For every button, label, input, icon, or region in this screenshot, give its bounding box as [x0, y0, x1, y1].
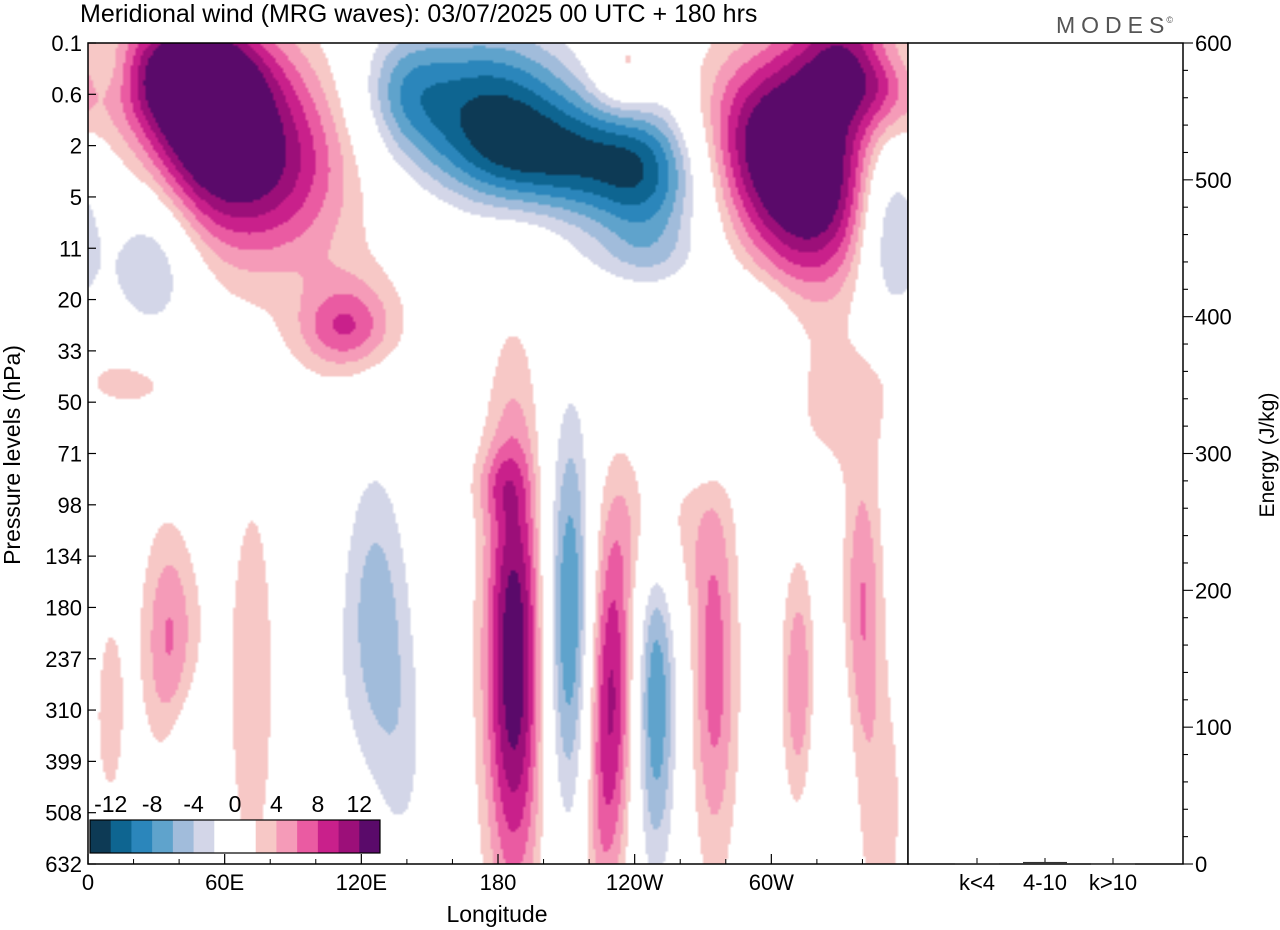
y-tick-label: 11	[59, 236, 82, 261]
energy-bar	[1091, 863, 1135, 865]
energy-bar-panel: 0 100 200 300 400 500 600 k<4 4-10 k>10	[907, 31, 1232, 895]
colorbar-swatch	[110, 820, 132, 853]
y-tick-label: 20	[58, 288, 82, 313]
x-tick-label: 180	[480, 870, 517, 895]
colorbar-swatch	[172, 820, 194, 853]
energy-tick-label: 400	[1195, 305, 1232, 330]
y-tick-label: 33	[58, 339, 82, 364]
axes: 0.1 0.6 2 5 11 20 33 50 71 98 134 180 237 310 399 508 63…	[45, 31, 909, 895]
meridional-wind-field	[88, 43, 908, 864]
colorbar-swatch	[255, 820, 277, 853]
colorbar-swatch	[338, 820, 360, 853]
energy-tick-label: 300	[1195, 442, 1232, 467]
colorbar-tick-label: 0	[229, 791, 242, 817]
y-tick-label: 50	[58, 390, 82, 415]
energy-category-label: 4-10	[1023, 870, 1067, 895]
colorbar-tick-label: -8	[142, 791, 162, 817]
y-tick-label: 180	[45, 595, 82, 620]
y-tick-label: 508	[45, 801, 82, 826]
y-tick-label: 237	[45, 647, 82, 672]
y-tick-label: 399	[45, 749, 82, 774]
colorbar-frame	[89, 819, 381, 854]
energy-tick-label: 0	[1195, 852, 1207, 877]
colorbar-tick-label: -4	[183, 791, 204, 817]
brand-name: MODES	[1056, 12, 1170, 38]
y-tick-label: 310	[45, 698, 82, 723]
y-axis-label: Pressure levels (hPa)	[0, 345, 25, 565]
y-tick-label: 98	[58, 493, 82, 518]
energy-category-label: k>10	[1089, 870, 1137, 895]
colorbar-swatch	[193, 820, 215, 853]
brand-mark: ©	[1166, 15, 1173, 25]
colorbar-tick-label: 12	[346, 791, 372, 817]
colorbar-swatch	[90, 820, 112, 853]
colorbar-tick-label: 4	[270, 791, 283, 817]
x-tick-label: 60E	[205, 870, 244, 895]
chart-title: Meridional wind (MRG waves): 03/07/2025 …	[80, 0, 757, 28]
colorbar-swatch	[317, 820, 339, 853]
energy-panel-frame	[907, 42, 1184, 865]
colorbar-swatch	[235, 820, 257, 853]
energy-tick-label: 200	[1195, 578, 1232, 603]
x-axis-label: Longitude	[446, 901, 547, 927]
x-tick-label: 0	[82, 870, 94, 895]
modes-logo: MODES©	[1056, 12, 1173, 38]
x-tick-label: 60W	[749, 870, 794, 895]
energy-axis-label: Energy (J/kg)	[1256, 393, 1279, 518]
energy-bar	[1023, 861, 1067, 864]
x-tick-label: 120W	[606, 870, 664, 895]
colorbar-swatch	[359, 820, 381, 853]
energy-tick-label: 600	[1195, 31, 1232, 56]
y-tick-label: 632	[45, 852, 82, 877]
y-tick-label: 71	[58, 442, 82, 467]
colorbar-swatch	[214, 820, 236, 853]
colorbar-swatch	[276, 820, 298, 853]
energy-tick-label: 500	[1195, 168, 1232, 193]
y-tick-label: 0.6	[51, 82, 82, 107]
colorbar-tick-label: -12	[94, 791, 127, 817]
y-tick-label: 0.1	[51, 31, 82, 56]
colorbar-swatch	[152, 820, 174, 853]
heatmap-plot	[88, 43, 908, 864]
energy-tick-label: 100	[1195, 715, 1232, 740]
x-tick-label: 120E	[336, 870, 387, 895]
y-tick-label: 134	[45, 544, 82, 569]
y-tick-label: 2	[70, 134, 82, 159]
colorbar: -12 -8 -4 0 4 8 12	[89, 791, 381, 854]
colorbar-swatch	[297, 820, 319, 853]
energy-bar	[955, 863, 999, 865]
energy-category-label: k<4	[959, 870, 995, 895]
colorbar-swatch	[131, 820, 153, 853]
colorbar-tick-label: 8	[311, 791, 324, 817]
y-tick-label: 5	[70, 185, 82, 210]
